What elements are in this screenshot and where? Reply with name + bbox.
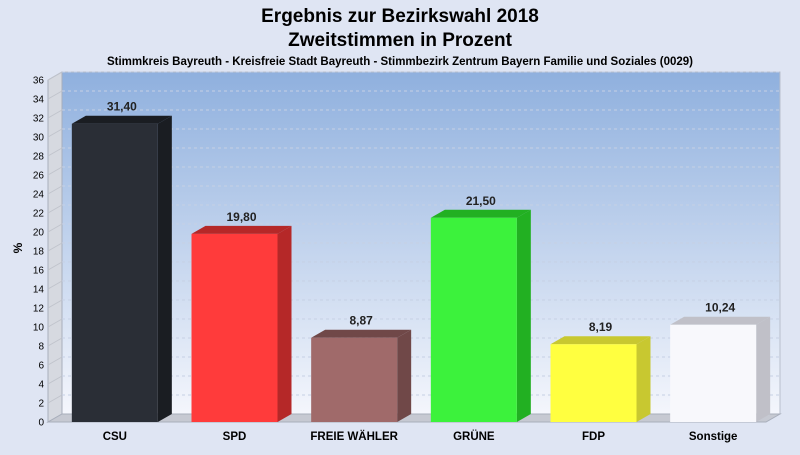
y-tick-label: 18 (33, 247, 45, 258)
grid-line-wall (47, 147, 63, 157)
grid-line-wall (47, 242, 63, 252)
y-tick-label: 10 (33, 323, 45, 334)
grid-line-wall (47, 375, 63, 385)
bar-top (670, 316, 771, 325)
grid-line-wall (47, 166, 63, 176)
y-tick-label: 26 (33, 171, 45, 182)
grid-line-wall (47, 223, 63, 233)
bar-side (397, 329, 412, 422)
y-tick-label: 4 (38, 380, 44, 391)
y-tick-label: 30 (33, 133, 45, 144)
y-tick-label: 16 (33, 266, 45, 277)
x-tick-label: Sonstige (689, 431, 738, 443)
grid-line-wall (47, 185, 63, 195)
plot-area (61, 71, 781, 415)
y-tick-label: 20 (33, 228, 45, 239)
y-axis-label: % (11, 242, 25, 253)
y-tick-label: 36 (33, 76, 45, 87)
bar-value-label: 8,87 (349, 314, 373, 328)
bar (430, 209, 531, 422)
x-tick-label: FREIE WÄHLER (310, 430, 398, 443)
x-tick-label: SPD (223, 431, 247, 443)
y-tick-label: 34 (33, 95, 45, 106)
y-tick-label: 28 (33, 152, 45, 163)
y-tick-label: 8 (38, 342, 44, 353)
grid-line-wall (47, 318, 63, 328)
bar (670, 316, 771, 422)
x-tick-label: CSU (103, 431, 127, 443)
y-tick-label: 2 (38, 399, 44, 410)
grid-line-wall (47, 71, 63, 81)
bar-value-label: 19,80 (226, 210, 256, 224)
y-tick-label: 22 (33, 209, 45, 220)
y-tick-label: 6 (38, 361, 44, 372)
grid-line-wall (47, 261, 63, 271)
y-tick-label: 14 (33, 285, 45, 296)
grid-line-wall (47, 299, 63, 309)
bar-value-label: 10,24 (705, 301, 735, 315)
bar (550, 336, 651, 422)
grid-line-wall (47, 90, 63, 100)
grid-line-wall (47, 109, 63, 119)
bar-value-label: 21,50 (466, 194, 496, 208)
bar-front (550, 344, 637, 422)
bar (311, 329, 412, 422)
y-tick-label: 32 (33, 114, 45, 125)
chart-subtitle: Stimmkreis Bayreuth - Kreisfreie Stadt B… (107, 56, 693, 68)
bar (71, 115, 172, 422)
y-tick-label: 12 (33, 304, 45, 315)
grid-line-wall (47, 356, 63, 366)
bar-side (277, 225, 292, 422)
bar-value-label: 8,19 (589, 320, 613, 334)
x-tick-label: GRÜNE (453, 430, 495, 443)
bar-side (157, 115, 172, 422)
bar-top (191, 225, 292, 234)
grid-line-wall (47, 394, 63, 404)
grid-line-wall (47, 337, 63, 347)
bar-value-label: 31,40 (107, 100, 137, 114)
chart-title-line2: Zweitstimmen in Prozent (288, 30, 512, 51)
grid-line-wall (47, 280, 63, 290)
bar (191, 225, 292, 422)
bar-top (430, 209, 531, 218)
bar-side (516, 209, 531, 422)
x-tick-label: FDP (582, 431, 605, 443)
bar-top (311, 329, 412, 338)
bar-front (670, 324, 757, 422)
bar-front (311, 337, 398, 422)
y-tick-label: 0 (38, 418, 44, 429)
bar-side (636, 336, 651, 422)
bar-top (550, 336, 651, 345)
bar-top (71, 115, 172, 124)
bar-side (756, 316, 771, 422)
bar-front (430, 217, 517, 422)
bar-front (191, 233, 278, 422)
grid-line-wall (47, 204, 63, 214)
y-tick-label: 24 (33, 190, 45, 201)
chart-title-line1: Ergebnis zur Bezirkswahl 2018 (261, 6, 539, 27)
bar-front (71, 123, 158, 422)
grid-line-wall (47, 128, 63, 138)
